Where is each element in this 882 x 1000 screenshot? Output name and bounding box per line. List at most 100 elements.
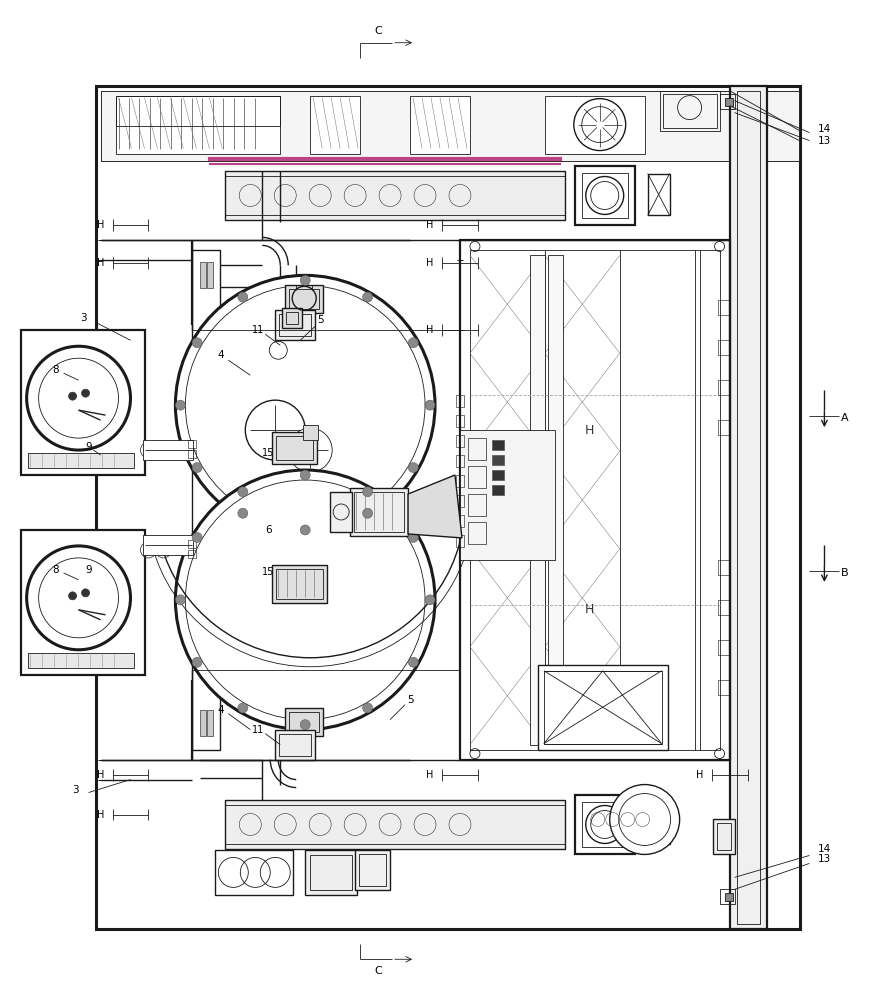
Circle shape — [192, 532, 202, 542]
Bar — [456, 415, 464, 427]
Circle shape — [363, 487, 372, 497]
Bar — [280, 734, 311, 756]
Bar — [359, 854, 386, 886]
Text: 3: 3 — [80, 313, 86, 323]
Bar — [456, 455, 464, 467]
Bar — [20, 530, 146, 675]
Bar — [116, 96, 280, 154]
Bar — [350, 488, 408, 536]
Bar — [355, 850, 390, 890]
Text: 15: 15 — [262, 448, 274, 458]
Bar — [582, 802, 628, 847]
Bar — [548, 255, 563, 745]
Bar — [724, 98, 733, 106]
Bar — [718, 300, 729, 315]
Bar — [492, 470, 504, 480]
Text: H: H — [696, 770, 703, 780]
Bar — [724, 893, 733, 901]
Text: 9: 9 — [86, 565, 92, 575]
Bar — [276, 569, 323, 599]
Text: 5: 5 — [407, 695, 414, 705]
Circle shape — [26, 346, 131, 450]
Bar — [716, 823, 730, 850]
Circle shape — [192, 657, 202, 667]
Bar — [285, 285, 323, 313]
Bar — [662, 94, 716, 128]
Bar — [189, 550, 197, 558]
Bar — [27, 653, 134, 668]
Circle shape — [176, 595, 185, 605]
Circle shape — [238, 703, 248, 713]
Bar — [200, 262, 206, 288]
Bar — [20, 330, 146, 475]
Bar — [720, 889, 735, 904]
Text: B: B — [841, 568, 848, 578]
Bar — [470, 250, 720, 750]
Bar — [456, 535, 464, 547]
Bar — [289, 289, 319, 309]
Circle shape — [192, 338, 202, 348]
Bar — [207, 262, 213, 288]
Circle shape — [238, 508, 248, 518]
Bar — [285, 708, 323, 736]
Text: 14: 14 — [818, 124, 831, 134]
Text: H: H — [585, 603, 594, 616]
Bar — [192, 250, 220, 750]
Circle shape — [176, 400, 185, 410]
Bar — [225, 805, 564, 844]
Circle shape — [363, 703, 372, 713]
Circle shape — [425, 400, 435, 410]
Polygon shape — [408, 475, 462, 538]
Text: H: H — [585, 424, 594, 437]
Bar — [280, 314, 311, 336]
Bar — [492, 440, 504, 450]
Bar — [189, 450, 197, 458]
Bar — [460, 430, 555, 560]
Circle shape — [176, 275, 435, 535]
Bar — [310, 96, 360, 154]
Text: C: C — [374, 966, 382, 976]
Bar — [200, 710, 206, 736]
Circle shape — [363, 508, 372, 518]
Bar — [273, 432, 318, 464]
Bar — [287, 312, 298, 324]
Bar — [144, 535, 193, 555]
Text: H: H — [97, 810, 104, 820]
Bar — [101, 91, 799, 161]
Bar — [116, 96, 280, 126]
Bar — [736, 91, 760, 924]
Bar — [582, 173, 628, 218]
Bar — [718, 640, 729, 655]
Bar — [303, 425, 318, 440]
Bar — [530, 255, 545, 745]
Bar — [101, 91, 799, 161]
Bar — [207, 710, 213, 736]
Circle shape — [408, 532, 418, 542]
Circle shape — [408, 338, 418, 348]
Text: 3: 3 — [72, 785, 78, 795]
Bar — [144, 440, 193, 460]
Bar — [305, 850, 357, 895]
Bar — [575, 795, 635, 854]
Text: 14: 14 — [818, 844, 831, 854]
Text: 11: 11 — [252, 725, 265, 735]
Text: H: H — [97, 770, 104, 780]
Text: H: H — [97, 220, 104, 230]
Circle shape — [192, 463, 202, 473]
Bar — [189, 440, 197, 448]
Bar — [713, 819, 735, 854]
Bar — [225, 800, 564, 849]
Text: H: H — [426, 258, 434, 268]
Circle shape — [81, 389, 90, 397]
Text: A: A — [841, 413, 848, 423]
Bar — [575, 166, 635, 225]
Text: H: H — [426, 770, 434, 780]
Circle shape — [26, 546, 131, 650]
Bar — [355, 492, 404, 532]
Bar — [538, 665, 668, 750]
Bar — [275, 310, 315, 340]
Text: 15: 15 — [262, 567, 274, 577]
Circle shape — [408, 463, 418, 473]
Circle shape — [300, 525, 310, 535]
Circle shape — [609, 785, 680, 854]
